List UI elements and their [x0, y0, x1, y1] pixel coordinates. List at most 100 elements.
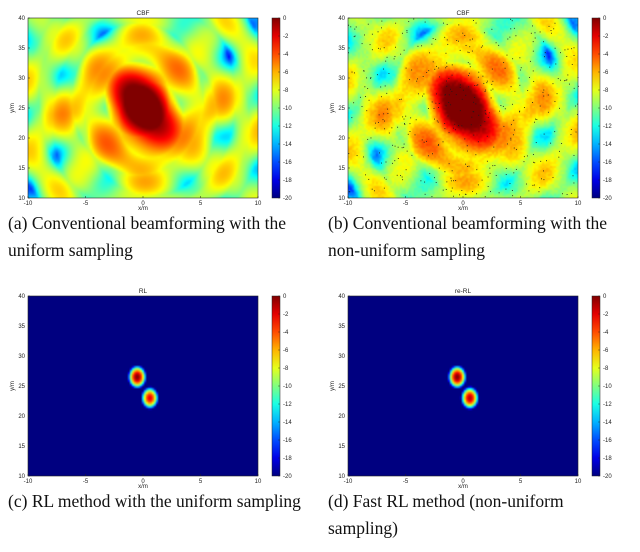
- sampling-point: [475, 103, 477, 105]
- sampling-point: [450, 180, 452, 182]
- sampling-point: [573, 154, 575, 156]
- sampling-point: [394, 145, 396, 147]
- heatmap-image: [348, 296, 578, 476]
- colorbar-tick-label: 0: [603, 16, 607, 22]
- sampling-point: [518, 77, 520, 79]
- x-tick-label: -10: [344, 479, 353, 485]
- colorbar-tick-label: -2: [283, 312, 289, 318]
- sampling-point: [577, 85, 579, 87]
- panel-c: RL -10 -5 0 5 10 x/m 10 15 20 25 30 35 40 y/m 0 -2 -4 -6 -8…: [0, 278, 320, 552]
- sampling-point: [495, 42, 497, 44]
- sampling-point: [559, 150, 560, 152]
- x-tick-label: -10: [24, 479, 33, 485]
- sampling-point: [541, 178, 542, 180]
- sampling-point: [380, 86, 382, 88]
- sampling-point: [348, 153, 350, 155]
- sampling-point: [379, 48, 381, 50]
- x-tick-label: -5: [403, 479, 409, 485]
- sampling-point: [387, 113, 389, 115]
- sampling-point: [534, 121, 535, 123]
- heatmap-cbf-uniform: CBF -10 -5 0 5 10 x/m 10 15 20 25 30 35 40 y/m 0 -2 -4 -6 -…: [10, 10, 292, 210]
- sampling-point: [535, 142, 537, 144]
- sampling-point: [452, 127, 454, 129]
- x-axis-label: x/m: [458, 206, 468, 210]
- colorbar-tick-label: -2: [283, 34, 289, 40]
- sampling-point: [371, 33, 373, 35]
- sampling-point: [472, 111, 474, 113]
- sampling-point: [554, 101, 556, 103]
- sampling-point: [447, 43, 449, 45]
- sampling-point: [403, 49, 405, 51]
- sampling-point: [477, 141, 479, 143]
- sampling-point: [481, 179, 483, 181]
- sampling-point: [444, 36, 446, 38]
- sampling-point: [426, 72, 428, 73]
- sampling-point: [383, 187, 385, 189]
- sampling-point: [416, 80, 418, 82]
- sampling-point: [355, 26, 357, 28]
- sampling-point: [446, 66, 448, 67]
- sampling-point: [417, 45, 419, 47]
- sampling-point: [558, 156, 560, 158]
- sampling-point: [538, 191, 540, 193]
- sampling-point: [443, 22, 444, 24]
- sampling-point: [544, 56, 545, 58]
- sampling-point: [462, 32, 464, 34]
- panel-d: re-RL -10 -5 0 5 10 x/m 10 15 20 25 30 35 40 y/m 0 -2 -4 -…: [320, 278, 640, 552]
- sampling-point: [570, 134, 572, 136]
- sampling-point: [450, 177, 452, 179]
- sampling-point: [386, 56, 388, 58]
- sampling-point: [392, 144, 394, 146]
- caption-tag: (b): [328, 213, 349, 233]
- y-tick-label: 40: [18, 294, 25, 300]
- sampling-point: [489, 167, 491, 169]
- sampling-point: [442, 141, 444, 143]
- sampling-point: [361, 106, 363, 107]
- sampling-point: [435, 93, 437, 95]
- heatmap-rl-uniform: RL -10 -5 0 5 10 x/m 10 15 20 25 30 35 40 y/m 0 -2 -4 -6 -8…: [10, 288, 292, 488]
- sampling-point: [446, 80, 447, 82]
- colorbar-tick-label: -6: [283, 348, 289, 354]
- colorbar-tick-label: 0: [283, 16, 287, 22]
- sampling-point: [409, 130, 411, 132]
- sampling-point: [456, 40, 458, 42]
- sampling-point: [491, 28, 493, 30]
- colorbar-tick-label: -16: [603, 160, 612, 166]
- sampling-point: [556, 93, 558, 95]
- sampling-point: [543, 95, 545, 97]
- sampling-point: [486, 160, 488, 162]
- sampling-point: [549, 66, 551, 68]
- sampling-point: [467, 51, 469, 53]
- sampling-point: [536, 119, 538, 120]
- sampling-point: [431, 196, 433, 198]
- sampling-point: [492, 80, 494, 82]
- colorbar-tick-label: -18: [283, 456, 292, 462]
- x-tick-label: 0: [141, 479, 145, 485]
- sampling-point: [465, 94, 467, 96]
- sampling-point: [529, 76, 530, 78]
- sampling-point: [364, 86, 366, 88]
- sampling-point: [351, 71, 353, 73]
- y-tick-label: 25: [18, 384, 25, 390]
- colorbar-tick-label: -10: [603, 384, 612, 390]
- sampling-point: [384, 177, 385, 179]
- heatmap-image: [348, 18, 578, 198]
- sampling-point: [393, 58, 395, 60]
- sampling-point: [377, 47, 379, 49]
- sampling-point: [453, 195, 454, 197]
- caption-c: (c) RL method with the uniform sampling: [8, 488, 312, 515]
- sampling-point: [417, 93, 419, 95]
- heatmap-image: [28, 296, 258, 476]
- sampling-point: [486, 80, 488, 82]
- sampling-point: [543, 133, 545, 135]
- sampling-point: [572, 175, 574, 177]
- sampling-point: [510, 86, 512, 88]
- sampling-point: [486, 82, 488, 84]
- sampling-point: [356, 155, 358, 157]
- sampling-point: [459, 194, 461, 196]
- sampling-point: [515, 168, 517, 170]
- sampling-point: [554, 47, 556, 49]
- sampling-point: [532, 154, 534, 155]
- sampling-point: [492, 88, 494, 90]
- sampling-point: [464, 193, 466, 195]
